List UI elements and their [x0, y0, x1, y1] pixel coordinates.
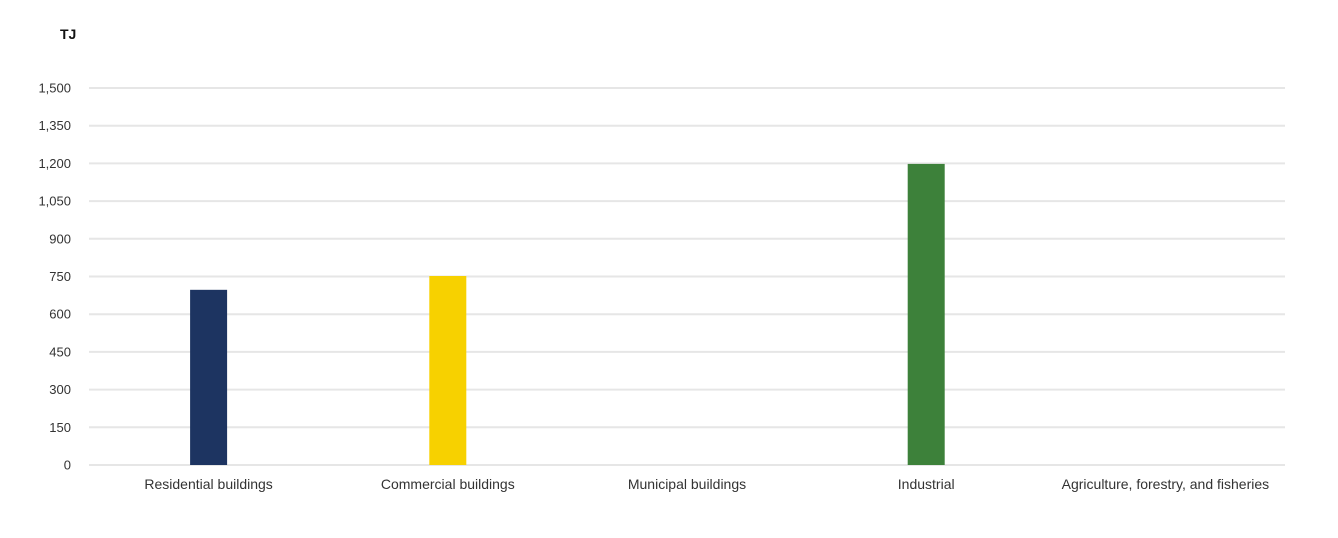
- y-tick-label: 0: [64, 458, 71, 473]
- bar: [429, 275, 467, 465]
- y-tick-label: 300: [49, 382, 71, 397]
- y-tick-label: 150: [49, 420, 71, 435]
- y-tick-label: 750: [49, 269, 71, 284]
- x-category-label: Residential buildings: [144, 476, 272, 492]
- bars: [190, 163, 945, 466]
- y-tick-label: 1,350: [38, 118, 71, 133]
- bar: [190, 289, 228, 465]
- bar: [907, 163, 945, 466]
- y-axis-tick-labels: 0 150 300 450 600 750 900 1,050 1,200 1,350 1,500: [38, 81, 71, 473]
- y-tick-label: 1,500: [38, 81, 71, 96]
- y-tick-label: 900: [49, 231, 71, 246]
- x-category-label: Municipal buildings: [628, 476, 746, 492]
- x-category-label: Agriculture, forestry, and fisheries: [1062, 476, 1270, 492]
- y-tick-label: 1,200: [38, 156, 71, 171]
- y-tick-label: 1,050: [38, 194, 71, 209]
- x-category-label: Commercial buildings: [381, 476, 515, 492]
- y-tick-label: 450: [49, 344, 71, 359]
- y-axis-unit-label: TJ: [60, 26, 76, 42]
- x-category-label: Industrial: [898, 476, 955, 492]
- x-axis-category-labels: Residential buildings Commercial building…: [144, 476, 1269, 492]
- y-tick-label: 600: [49, 307, 71, 322]
- gridlines: [89, 87, 1285, 466]
